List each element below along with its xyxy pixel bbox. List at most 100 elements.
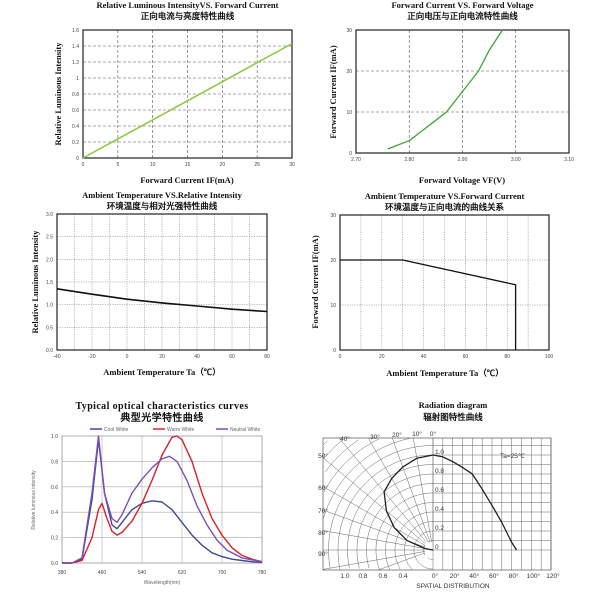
chart-6-radiation-diagram: Radiation diagram 辐射图特性曲线 0° 10° 20° 30° 40° 50… xyxy=(318,400,560,590)
series-line-2 xyxy=(62,435,263,564)
polar-grid-arc xyxy=(337,454,434,570)
chart-1: Relative Luminous IntensityVS. Forward C… xyxy=(53,0,295,185)
y-tick-label: 1.5 xyxy=(46,280,53,286)
chart-5: Typical optical characteristics curves典型… xyxy=(31,401,266,586)
x-tick-label: 0 xyxy=(339,354,342,360)
x-tick-label: 100 xyxy=(545,354,554,360)
y-tick-label: 0.8 xyxy=(72,92,79,98)
polar-grid-radial xyxy=(378,549,434,571)
y-tick-label: 30 xyxy=(330,213,336,219)
polar-grid-radial xyxy=(391,437,434,551)
y-tick-label: 20 xyxy=(346,69,352,75)
chart-title: Typical optical characteristics curves xyxy=(75,401,248,412)
angle-label: 10° xyxy=(412,430,422,438)
x-axis-label: SPATIAL DISTRIBUTION xyxy=(416,583,490,590)
polar-grid-arc xyxy=(375,492,433,570)
polar-grid-radial xyxy=(338,437,434,551)
polar-grid-arc xyxy=(323,440,328,445)
y-tick-label: 20 xyxy=(330,258,336,264)
plot-frame xyxy=(61,435,263,564)
y-tick-label: 1.0 xyxy=(51,434,58,440)
polar-grid-radial xyxy=(322,549,434,570)
angle-axis-label: 40° xyxy=(469,572,479,580)
radial-label: 1.0 xyxy=(340,573,349,580)
polar-center-mask xyxy=(425,542,433,558)
angle-label: 40° xyxy=(340,435,350,443)
chart-title: Ambient Temperature VS.Relative Intensit… xyxy=(82,190,243,200)
y-tick-label: 0 xyxy=(349,151,352,157)
x-tick-label: 25 xyxy=(254,162,260,168)
intensity-label: 0.6 xyxy=(435,487,444,494)
angle-label: 60° xyxy=(318,484,328,492)
y-axis-label: Forward Current IF(mA) xyxy=(310,235,320,328)
angle-label: 20° xyxy=(392,431,402,439)
polar-grid-arc xyxy=(325,439,359,472)
radial-label: 0.6 xyxy=(378,573,387,580)
chart-subtitle: 环境温度与正向电流的曲线关系 xyxy=(385,202,505,212)
intensity-label: 0 xyxy=(435,544,439,551)
legend-label: Cool White xyxy=(104,427,129,433)
y-tick-label: 1.4 xyxy=(72,44,79,50)
y-tick-label: 3.0 xyxy=(46,212,53,218)
series-line-1 xyxy=(82,42,293,159)
y-tick-label: 0 xyxy=(76,156,79,162)
plot-frame xyxy=(82,29,293,159)
chart-title: Ambient Temperature VS.Forward Current xyxy=(365,191,525,201)
intensity-label: 0.2 xyxy=(435,525,444,532)
x-tick-label: 80 xyxy=(264,354,270,360)
y-tick-label: 0.2 xyxy=(72,140,79,146)
x-tick-label: 10 xyxy=(150,162,156,168)
y-tick-label: 1.0 xyxy=(46,303,53,309)
x-axis-label: Ambient Temperature Ta（℃） xyxy=(386,368,503,378)
x-tick-label: -40 xyxy=(53,354,60,360)
y-tick-label: 0.0 xyxy=(46,348,53,354)
radial-label: 0.8 xyxy=(358,573,367,580)
angle-label: 30° xyxy=(370,433,380,441)
chart-2: Forward Current VS. Forward Voltage正向电压与… xyxy=(328,0,574,185)
x-tick-label: -20 xyxy=(88,354,95,360)
x-tick-label: 20 xyxy=(159,354,165,360)
x-tick-label: 40 xyxy=(421,354,427,360)
x-tick-label: 700 xyxy=(218,570,227,576)
legend-label: Neutral White xyxy=(230,427,261,433)
chart-title: Relative Luminous IntensityVS. Forward C… xyxy=(97,0,279,10)
angle-axis-label: 20° xyxy=(450,572,460,580)
series-line-1 xyxy=(387,29,503,150)
polar-grid-arc xyxy=(323,438,380,493)
x-axis-label: Ambient Temperature Ta（℃） xyxy=(103,367,220,377)
polar-grid xyxy=(322,437,434,571)
series-line-1 xyxy=(56,288,268,313)
x-tick-label: 460 xyxy=(98,570,107,576)
angle-axis-label: 120° xyxy=(546,572,560,580)
plot-frame xyxy=(56,213,268,351)
series-line-1 xyxy=(340,259,517,350)
chart-title: Forward Current VS. Forward Voltage xyxy=(391,0,533,10)
y-tick-label: 10 xyxy=(346,110,352,116)
x-tick-label: 2.90 xyxy=(458,157,468,163)
x-tick-label: 0 xyxy=(82,162,85,168)
y-axis-label: Forward Current IF(mA) xyxy=(328,45,338,138)
angle-intensity-curve xyxy=(432,454,518,551)
polar-grid-arc xyxy=(323,440,342,459)
y-tick-label: 0 xyxy=(333,348,336,354)
x-tick-label: 2.70 xyxy=(351,157,361,163)
y-tick-label: 1.6 xyxy=(72,28,79,34)
angle-label: 0° xyxy=(430,430,437,438)
intensity-label: 0.4 xyxy=(435,506,444,513)
x-tick-label: 40 xyxy=(194,354,200,360)
intensity-label: 1.0 xyxy=(435,449,444,456)
y-tick-label: 2.5 xyxy=(46,235,53,241)
x-tick-label: 60 xyxy=(229,354,235,360)
chart-3: Ambient Temperature VS.Relative Intensit… xyxy=(30,190,270,377)
x-tick-label: 0 xyxy=(126,354,129,360)
polar-curve xyxy=(383,454,434,551)
polar-grid-radial xyxy=(322,530,434,551)
chart-4: Ambient Temperature VS.Forward Current环境… xyxy=(310,191,553,378)
x-tick-label: 20 xyxy=(220,162,226,168)
polar-grid-arc xyxy=(366,483,433,569)
chart-subtitle: 正向电流与亮度特性曲线 xyxy=(141,11,235,21)
chart-title: Radiation diagram xyxy=(419,400,488,410)
y-tick-label: 0.4 xyxy=(51,510,58,516)
